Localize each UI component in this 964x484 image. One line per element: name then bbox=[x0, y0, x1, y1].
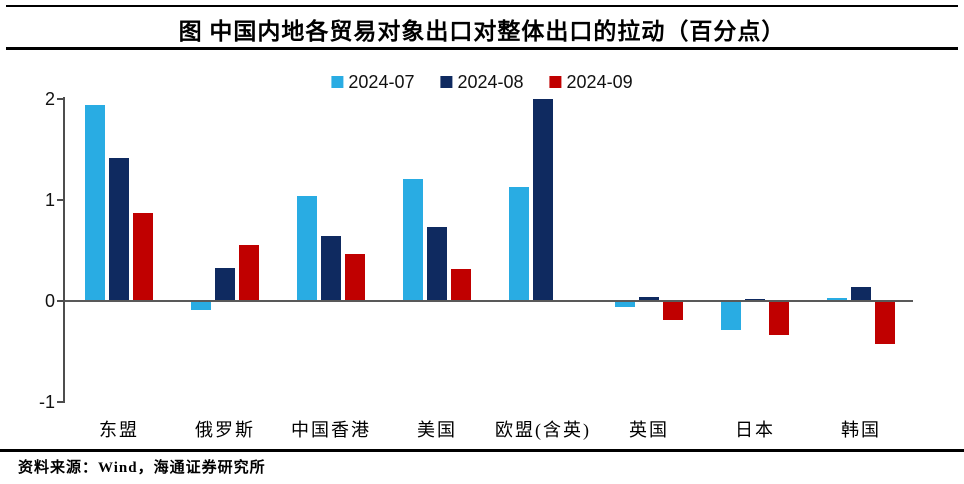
bar-2024-07-c6 bbox=[721, 301, 741, 330]
y-axis-tick bbox=[57, 199, 63, 201]
x-axis-label-3: 美国 bbox=[417, 420, 457, 440]
y-axis-tick bbox=[57, 98, 63, 100]
bar-2024-08-c7 bbox=[851, 287, 871, 301]
y-axis-tick-label: 1 bbox=[44, 190, 55, 210]
x-axis-label-4: 欧盟(含英) bbox=[495, 420, 591, 440]
bar-2024-09-c6 bbox=[769, 301, 789, 335]
legend-item-2024-09: 2024-09 bbox=[549, 72, 633, 92]
bar-2024-09-c0 bbox=[133, 213, 153, 301]
bar-2024-08-c4 bbox=[533, 99, 553, 301]
bar-2024-09-c3 bbox=[451, 269, 471, 301]
bar-2024-08-c0 bbox=[109, 158, 129, 301]
x-axis-label-2: 中国香港 bbox=[291, 420, 371, 440]
source-note: 资料来源：Wind，海通证券研究所 bbox=[18, 460, 266, 476]
legend-label: 2024-09 bbox=[566, 72, 633, 92]
bar-2024-08-c1 bbox=[215, 268, 235, 301]
bar-2024-07-c4 bbox=[509, 187, 529, 301]
legend-label: 2024-07 bbox=[348, 72, 415, 92]
x-axis-label-0: 东盟 bbox=[99, 420, 139, 440]
legend-item-2024-07: 2024-07 bbox=[331, 73, 414, 91]
bottom-rule bbox=[0, 449, 964, 452]
bar-2024-08-c3 bbox=[427, 227, 447, 301]
legend-swatch-2024-09 bbox=[549, 76, 562, 88]
top-rule bbox=[6, 5, 958, 7]
y-axis-tick-label: -1 bbox=[38, 392, 55, 412]
x-axis-label-1: 俄罗斯 bbox=[195, 420, 255, 440]
legend-swatch-2024-08 bbox=[440, 76, 453, 88]
bar-2024-07-c1 bbox=[191, 301, 211, 310]
bar-2024-07-c0 bbox=[85, 105, 105, 301]
legend-label: 2024-08 bbox=[457, 72, 524, 92]
bar-2024-07-c5 bbox=[615, 301, 635, 307]
zero-line bbox=[63, 300, 913, 302]
y-axis-tick-label: 2 bbox=[44, 89, 55, 109]
y-axis-line bbox=[63, 97, 65, 403]
bar-2024-08-c5 bbox=[639, 297, 659, 301]
legend-swatch-2024-07 bbox=[331, 76, 344, 88]
bar-2024-09-c5 bbox=[663, 301, 683, 320]
title-rule bbox=[6, 47, 958, 50]
y-axis-tick bbox=[57, 300, 63, 302]
bar-2024-07-c2 bbox=[297, 196, 317, 301]
bar-2024-07-c3 bbox=[403, 179, 423, 301]
x-axis-label-6: 日本 bbox=[735, 420, 775, 440]
x-axis-label-5: 英国 bbox=[629, 420, 669, 440]
bar-2024-09-c1 bbox=[239, 245, 259, 301]
y-axis-tick bbox=[57, 401, 63, 403]
bar-2024-08-c2 bbox=[321, 236, 341, 301]
y-axis-tick-label: 0 bbox=[44, 291, 55, 311]
figure-title: 图 中国内地各贸易对象出口对整体出口的拉动（百分点） bbox=[178, 19, 786, 44]
chart-legend: 2024-07 2024-08 2024-09 bbox=[331, 72, 633, 92]
bar-2024-07-c7 bbox=[827, 298, 847, 301]
bar-2024-09-c2 bbox=[345, 254, 365, 301]
x-axis-label-7: 韩国 bbox=[841, 420, 881, 440]
bar-2024-09-c7 bbox=[875, 301, 895, 344]
legend-item-2024-08: 2024-08 bbox=[440, 72, 524, 92]
